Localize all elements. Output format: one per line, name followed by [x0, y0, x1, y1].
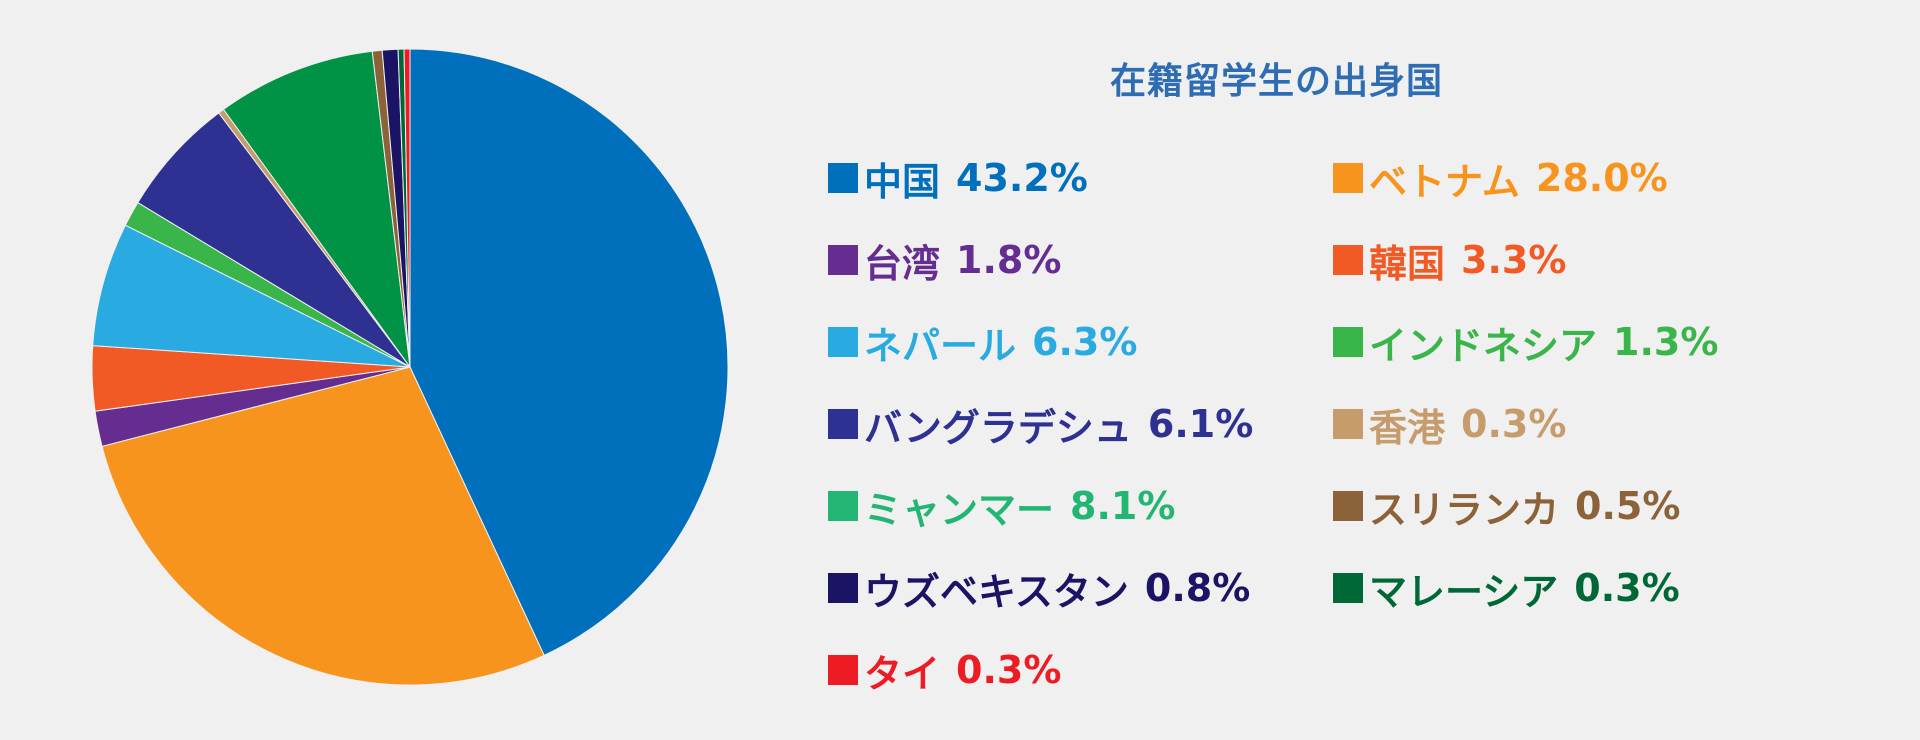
pie-slice-12 — [403, 48, 411, 368]
legend-label-6: バングラデシュ — [864, 405, 1132, 450]
legend-swatch-5 — [1333, 327, 1363, 357]
legend-label-5: インドネシア — [1369, 323, 1598, 368]
legend-swatch-11 — [1333, 573, 1363, 603]
legend-value-8: 8.1% — [1070, 484, 1176, 528]
legend-swatch-4 — [828, 327, 858, 357]
legend-item-0: 中国 43.2% — [828, 148, 1088, 208]
pie-slice-1 — [101, 366, 545, 686]
chart-title: 在籍留学生の出身国 — [1110, 61, 1444, 102]
legend-label-1: ベトナム — [1369, 159, 1520, 204]
legend-value-7: 0.3% — [1461, 402, 1567, 446]
legend-label-3: 韓国 — [1369, 241, 1446, 286]
legend-item-2: 台湾 1.8% — [828, 230, 1061, 290]
legend-swatch-6 — [828, 409, 858, 439]
legend-value-9: 0.5% — [1575, 484, 1681, 528]
pie-plot-area — [91, 48, 729, 686]
legend-label-4: ネパール — [864, 323, 1017, 368]
legend-value-2: 1.8% — [956, 238, 1062, 282]
legend-swatch-3 — [1333, 245, 1363, 275]
legend-label-8: ミャンマー — [864, 487, 1055, 532]
legend-item-3: 韓国 3.3% — [1333, 230, 1566, 290]
legend-swatch-7 — [1333, 409, 1363, 439]
legend-swatch-10 — [828, 573, 858, 603]
legend-value-4: 6.3% — [1032, 320, 1138, 364]
legend-label-10: ウズベキスタン — [864, 569, 1129, 614]
legend-swatch-0 — [828, 163, 858, 193]
pie-slice-6 — [137, 112, 411, 368]
legend-value-0: 43.2% — [956, 156, 1088, 200]
legend-item-11: マレーシア 0.3% — [1333, 558, 1680, 618]
legend-swatch-8 — [828, 491, 858, 521]
legend-value-3: 3.3% — [1461, 238, 1567, 282]
legend-swatch-9 — [1333, 491, 1363, 521]
legend-swatch-2 — [828, 245, 858, 275]
legend-item-10: ウズベキスタン 0.8% — [828, 558, 1250, 618]
legend-value-1: 28.0% — [1535, 156, 1668, 200]
legend-label-0: 中国 — [864, 159, 941, 204]
legend-item-6: バングラデシュ 6.1% — [828, 394, 1253, 454]
legend-value-5: 1.3% — [1613, 320, 1719, 364]
legend-item-8: ミャンマー 8.1% — [828, 476, 1175, 536]
legend-item-4: ネパール 6.3% — [828, 312, 1137, 372]
pie-slice-4 — [92, 224, 411, 368]
legend-item-1: ベトナム 28.0% — [1333, 148, 1668, 208]
legend: 中国 43.2% ベトナム 28.0% 台湾 1.8% 韓国 3.3% ネパール 6.3% インドネ… — [828, 148, 1848, 708]
legend-label-7: 香港 — [1369, 405, 1446, 450]
legend-item-12: タイ 0.3% — [828, 640, 1061, 700]
legend-value-10: 0.8% — [1144, 566, 1251, 610]
legend-value-6: 6.1% — [1147, 402, 1254, 446]
legend-item-5: インドネシア 1.3% — [1333, 312, 1718, 372]
pie-slice-8 — [222, 50, 411, 369]
legend-swatch-1 — [1333, 163, 1363, 193]
legend-label-9: スリランカ — [1369, 487, 1560, 532]
legend-label-12: タイ — [864, 651, 941, 696]
legend-swatch-12 — [828, 655, 858, 685]
legend-label-11: マレーシア — [1369, 569, 1559, 614]
pie-slice-0 — [409, 48, 729, 656]
legend-item-7: 香港 0.3% — [1333, 394, 1566, 454]
legend-value-12: 0.3% — [956, 648, 1062, 692]
legend-item-9: スリランカ 0.5% — [1333, 476, 1680, 536]
legend-label-2: 台湾 — [864, 241, 941, 286]
legend-value-11: 0.3% — [1574, 566, 1680, 610]
